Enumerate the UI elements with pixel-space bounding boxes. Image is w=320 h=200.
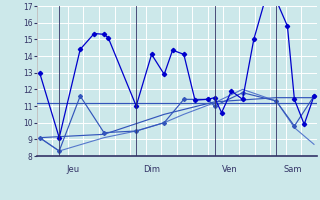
Text: Sam: Sam (283, 165, 302, 174)
Text: Jeu: Jeu (66, 165, 79, 174)
Text: Ven: Ven (222, 165, 237, 174)
Text: Dim: Dim (143, 165, 160, 174)
